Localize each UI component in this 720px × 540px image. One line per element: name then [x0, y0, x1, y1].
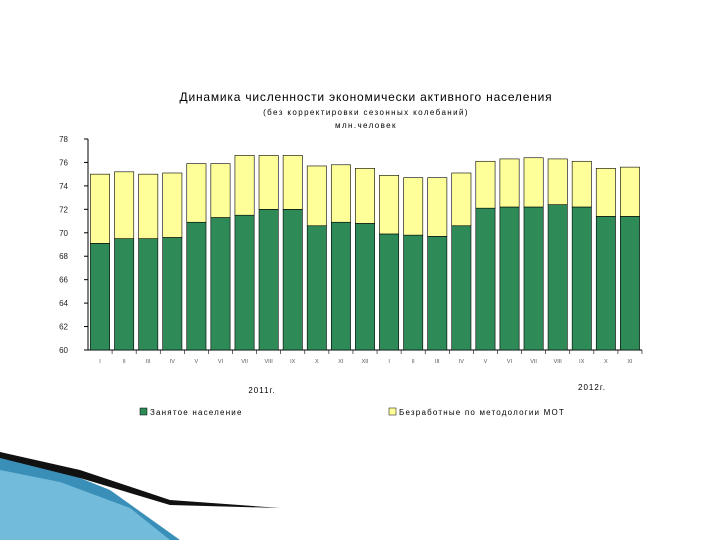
bar-employed — [379, 233, 400, 351]
x-tick-label: VI — [218, 359, 224, 365]
legend-label-employed: Занятое население — [150, 408, 243, 417]
bar-unemployed — [355, 168, 375, 224]
bar-employed — [258, 209, 279, 351]
bar-employed — [595, 216, 616, 351]
bar-employed — [475, 207, 496, 351]
y-tick-label: 70 — [59, 229, 68, 238]
year-label-2011: 2011г. — [248, 386, 275, 395]
x-tick-label: XI — [627, 359, 633, 365]
bar-employed — [162, 237, 183, 351]
bar-unemployed — [90, 173, 110, 244]
x-tick-label: IX — [579, 359, 585, 365]
bar-employed — [547, 204, 568, 351]
x-tick-label: V — [484, 359, 488, 365]
bar-employed — [355, 223, 375, 351]
bar-employed — [427, 235, 448, 351]
x-tick-label: X — [604, 359, 608, 365]
bar-unemployed — [282, 155, 303, 210]
bar-unemployed — [403, 177, 424, 236]
bar-employed — [403, 234, 424, 351]
bar-unemployed — [306, 165, 327, 227]
legend: Занятое население Безработные по методол… — [139, 407, 565, 417]
x-tick-label: II — [123, 359, 127, 365]
legend-swatch-employed — [139, 407, 148, 416]
bar-unemployed — [620, 166, 640, 217]
y-tick-label: 68 — [59, 252, 68, 261]
bar-employed — [523, 206, 544, 351]
bar-employed — [210, 217, 231, 351]
x-tick-label: XII — [362, 359, 369, 365]
bar-employed — [306, 225, 327, 351]
chart-subtitle: (без корректировки сезонных колебаний) — [263, 108, 469, 117]
bar-unemployed — [162, 172, 183, 238]
bar-employed — [186, 221, 207, 351]
y-tick-label: 76 — [59, 158, 68, 167]
bar-employed — [620, 216, 640, 351]
x-tick-label: III — [435, 359, 440, 365]
bar-unemployed — [547, 158, 568, 205]
y-tick-label: 64 — [59, 299, 68, 308]
bar-unemployed — [258, 155, 279, 210]
bar-unemployed — [571, 160, 592, 208]
bar-unemployed — [114, 171, 135, 239]
bar-employed — [330, 221, 351, 351]
bar-employed — [499, 206, 520, 351]
bar-unemployed — [451, 172, 472, 227]
bar-unemployed — [186, 163, 207, 223]
x-tick-label: II — [412, 359, 416, 365]
bar-employed — [451, 225, 472, 351]
swoosh-light — [0, 470, 170, 540]
x-tick-label: VI — [507, 359, 513, 365]
decorative-swoosh — [0, 452, 280, 540]
x-tick-label: V — [195, 359, 199, 365]
x-tick-label: XI — [338, 359, 344, 365]
bar-unemployed — [427, 177, 448, 237]
bar-employed — [571, 206, 592, 351]
bar-unemployed — [499, 158, 520, 208]
bar-unemployed — [523, 157, 544, 208]
bar-employed — [114, 238, 135, 351]
x-tick-label: III — [146, 359, 151, 365]
year-label-2012: 2012г. — [578, 383, 606, 392]
x-tick-label: IV — [459, 359, 465, 365]
bar-employed — [234, 214, 255, 351]
bar-employed — [282, 209, 303, 351]
bar-employed — [138, 238, 159, 351]
x-tick-label: VII — [530, 359, 537, 365]
y-tick-label: 78 — [59, 135, 68, 144]
bar-unemployed — [475, 160, 496, 209]
y-tick-label: 74 — [59, 182, 68, 191]
bar-unemployed — [330, 164, 351, 223]
x-tick-label: IX — [290, 359, 296, 365]
chart-title: Динамика численности экономически активн… — [180, 90, 553, 104]
y-tick-label: 72 — [59, 205, 68, 214]
bar-unemployed — [595, 168, 616, 217]
legend-swatch-unemployed — [388, 407, 397, 416]
x-tick-label: VIII — [265, 359, 274, 365]
bar-unemployed — [379, 175, 400, 235]
unit-label: млн.человек — [335, 121, 397, 130]
legend-label-unemployed: Безработные по методологии МОТ — [399, 408, 565, 417]
x-tick-label: I — [99, 359, 101, 365]
x-tick-label: VIII — [554, 359, 563, 365]
x-tick-label: VII — [241, 359, 248, 365]
x-tick-label: IV — [170, 359, 176, 365]
y-tick-label: 60 — [59, 346, 68, 355]
x-tick-label: X — [315, 359, 319, 365]
bar-unemployed — [138, 173, 159, 239]
bar-employed — [90, 243, 110, 351]
y-tick-label: 66 — [59, 276, 68, 285]
x-tick-label: I — [388, 359, 390, 365]
y-tick-label: 62 — [59, 323, 68, 332]
bar-unemployed — [234, 155, 255, 216]
bar-unemployed — [210, 163, 231, 218]
